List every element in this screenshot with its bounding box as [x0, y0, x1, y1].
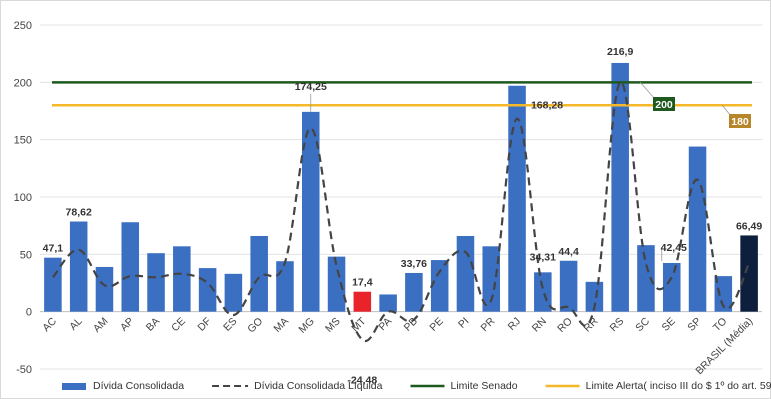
bar — [688, 146, 707, 312]
x-tick-label: TO — [711, 315, 730, 334]
x-tick-label: RN — [530, 315, 549, 334]
data-label: 216,9 — [607, 46, 633, 58]
bar — [44, 257, 62, 312]
reference-label-box — [729, 114, 751, 128]
x-tick-label: PR — [479, 315, 498, 334]
x-tick-label: PA — [376, 315, 394, 333]
legend-swatch — [62, 383, 86, 390]
x-tick-label: MA — [271, 315, 291, 335]
x-tick-label: GO — [245, 315, 265, 335]
bar — [430, 260, 449, 312]
reference-label-box — [653, 97, 675, 111]
bar — [353, 291, 372, 312]
data-label: 44,4 — [558, 246, 579, 258]
bar — [456, 235, 475, 312]
bar — [327, 256, 346, 312]
x-tick-label: AP — [118, 315, 136, 333]
bar — [121, 222, 140, 312]
reference-label: 180 — [731, 116, 749, 128]
bar — [637, 245, 655, 312]
bar — [301, 111, 320, 312]
reference-label-leader — [639, 81, 656, 100]
bar — [740, 235, 758, 312]
bar — [405, 272, 423, 312]
bar — [534, 272, 552, 312]
y-tick-label: -50 — [16, 364, 32, 376]
x-tick-label: BA — [144, 315, 162, 333]
bar — [95, 266, 114, 312]
data-label: 33,76 — [401, 258, 427, 270]
y-tick-label: 100 — [14, 192, 32, 204]
x-tick-label: PB — [402, 315, 420, 333]
x-tick-label: MT — [349, 315, 369, 335]
x-tick-label: AM — [91, 315, 111, 335]
x-tick-label: CE — [169, 315, 188, 334]
bar — [69, 221, 88, 312]
legend-label: Dívida Consolidada — [93, 380, 184, 392]
bar — [173, 246, 191, 312]
y-tick-label: 0 — [26, 307, 32, 319]
y-tick-label: 50 — [20, 249, 32, 261]
x-tick-label: SC — [633, 315, 652, 334]
data-label: 17,4 — [352, 277, 373, 289]
x-tick-label: RR — [581, 315, 601, 335]
legend-label: Limite Senado — [450, 380, 517, 392]
x-tick-label: RJ — [506, 315, 524, 333]
bar — [585, 281, 604, 312]
line-series-path — [52, 81, 751, 343]
bar — [611, 62, 629, 312]
legend-label: Dívida Consolidada Líquida — [254, 380, 383, 392]
bar — [714, 276, 733, 312]
bar — [147, 253, 165, 312]
data-label: 66,49 — [736, 220, 762, 232]
x-tick-label: PE — [427, 315, 445, 333]
bar — [482, 246, 501, 312]
reference-label: 200 — [655, 99, 673, 111]
data-label: 168,28 — [531, 100, 563, 112]
bar — [276, 261, 294, 312]
x-tick-label: MS — [323, 315, 343, 335]
y-tick-label: 150 — [14, 135, 32, 147]
x-tick-label: RS — [607, 315, 626, 334]
y-tick-label: 200 — [14, 77, 32, 89]
bar — [250, 235, 268, 312]
bar — [559, 260, 578, 312]
x-tick-label: AL — [67, 315, 85, 333]
data-label: 78,62 — [66, 207, 92, 219]
x-tick-label: RO — [555, 315, 575, 335]
x-tick-label: SP — [685, 315, 703, 333]
data-label: 42,45 — [661, 242, 687, 254]
x-tick-label: DF — [195, 315, 213, 333]
bar — [508, 85, 526, 312]
x-tick-label: MG — [296, 315, 316, 335]
x-tick-label: PI — [456, 315, 472, 331]
data-label: 34,31 — [530, 251, 556, 263]
data-label: 174,25 — [295, 81, 327, 93]
y-tick-label: 250 — [14, 20, 32, 32]
data-label: 47,1 — [43, 243, 64, 255]
legend-label: Limite Alerta( inciso III do $ 1º do art… — [586, 380, 771, 392]
x-tick-label: SE — [659, 315, 677, 333]
x-tick-label: ES — [221, 315, 239, 333]
bar — [379, 294, 397, 312]
bar — [662, 262, 681, 312]
data-label: -24,48 — [347, 375, 377, 387]
bar — [224, 273, 243, 312]
x-tick-label: AC — [40, 315, 59, 334]
